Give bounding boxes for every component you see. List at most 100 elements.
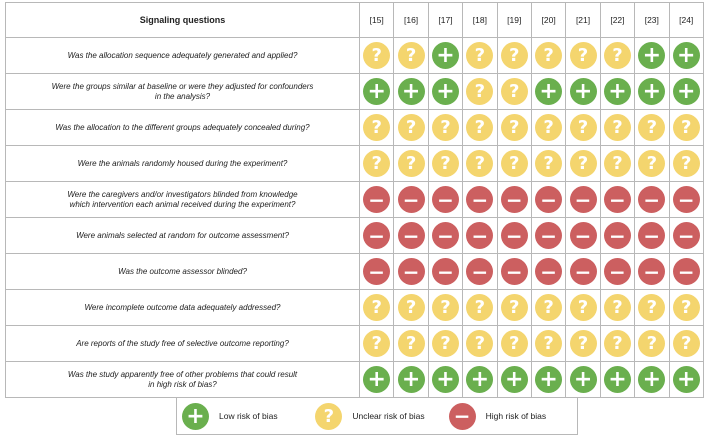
- plus-icon: +: [638, 42, 665, 69]
- study-header: [21]: [566, 3, 600, 38]
- rating-cell: −: [360, 182, 394, 218]
- rating-cell: ?: [360, 290, 394, 326]
- table-row: Was the allocation sequence adequately g…: [6, 38, 704, 74]
- minus-icon: −: [604, 186, 631, 213]
- minus-icon: −: [604, 222, 631, 249]
- signaling-questions-header: Signaling questions: [6, 3, 360, 38]
- rating-cell: ?: [360, 110, 394, 146]
- question-text: which intervention each animal received …: [70, 200, 296, 209]
- rating-cell: ?: [394, 38, 428, 74]
- rating-cell: ?: [600, 290, 634, 326]
- minus-icon: −: [363, 258, 390, 285]
- rating-cell: ?: [394, 110, 428, 146]
- rating-cell: +: [566, 74, 600, 110]
- table-row: Were the animals randomly housed during …: [6, 146, 704, 182]
- legend-label-high: High risk of bias: [486, 411, 546, 421]
- study-header: [18]: [463, 3, 497, 38]
- rating-cell: ?: [566, 146, 600, 182]
- rating-cell: ?: [463, 74, 497, 110]
- rating-cell: +: [463, 362, 497, 398]
- risk-of-bias-table: Signaling questions [15] [16] [17] [18] [19]…: [5, 2, 704, 398]
- study-header: [15]: [360, 3, 394, 38]
- question-icon: ?: [501, 294, 528, 321]
- rating-cell: +: [428, 74, 462, 110]
- question-icon: ?: [535, 150, 562, 177]
- rating-cell: +: [600, 74, 634, 110]
- rating-cell: −: [428, 218, 462, 254]
- rating-cell: ?: [600, 326, 634, 362]
- question-icon: ?: [432, 294, 459, 321]
- legend-item-high: − High risk of bias: [444, 403, 577, 430]
- minus-icon: −: [535, 222, 562, 249]
- plus-icon: +: [638, 78, 665, 105]
- signaling-question: Was the allocation sequence adequately g…: [6, 38, 360, 74]
- rating-cell: ?: [635, 110, 669, 146]
- signaling-question: Was the allocation to the different grou…: [6, 110, 360, 146]
- study-header: [19]: [497, 3, 531, 38]
- rating-cell: −: [394, 218, 428, 254]
- rating-cell: +: [635, 74, 669, 110]
- rating-cell: +: [394, 362, 428, 398]
- minus-icon: −: [432, 186, 459, 213]
- rating-cell: −: [394, 254, 428, 290]
- rating-cell: +: [428, 362, 462, 398]
- rating-cell: +: [635, 38, 669, 74]
- study-header: [23]: [635, 3, 669, 38]
- rating-cell: −: [635, 218, 669, 254]
- rating-cell: ?: [600, 110, 634, 146]
- rating-cell: ?: [428, 290, 462, 326]
- plus-icon: +: [604, 366, 631, 393]
- question-icon: ?: [604, 114, 631, 141]
- question-icon: ?: [570, 150, 597, 177]
- rating-cell: +: [669, 74, 703, 110]
- plus-icon: +: [673, 42, 700, 69]
- question-text: in high risk of bias?: [148, 380, 216, 389]
- rating-cell: ?: [497, 74, 531, 110]
- rating-cell: −: [497, 254, 531, 290]
- rating-cell: ?: [360, 326, 394, 362]
- question-icon: ?: [363, 42, 390, 69]
- question-icon: ?: [638, 114, 665, 141]
- minus-icon: −: [638, 258, 665, 285]
- question-icon: ?: [466, 114, 493, 141]
- question-icon: ?: [466, 294, 493, 321]
- question-icon: ?: [466, 78, 493, 105]
- signaling-question: Are reports of the study free of selecti…: [6, 326, 360, 362]
- rating-cell: +: [360, 362, 394, 398]
- signaling-question: Were incomplete outcome data adequately …: [6, 290, 360, 326]
- question-text: Are reports of the study free of selecti…: [76, 339, 289, 348]
- rating-cell: ?: [635, 326, 669, 362]
- rating-cell: +: [531, 74, 565, 110]
- question-icon: ?: [398, 294, 425, 321]
- rating-cell: −: [360, 218, 394, 254]
- table-row: Was the study apparently free of other p…: [6, 362, 704, 398]
- question-icon: ?: [673, 114, 700, 141]
- rating-cell: ?: [497, 38, 531, 74]
- minus-icon: −: [449, 403, 476, 430]
- plus-icon: +: [432, 366, 459, 393]
- question-icon: ?: [638, 150, 665, 177]
- rating-cell: ?: [531, 290, 565, 326]
- study-header: [16]: [394, 3, 428, 38]
- question-icon: ?: [638, 294, 665, 321]
- plus-icon: +: [363, 78, 390, 105]
- signaling-question: Were the animals randomly housed during …: [6, 146, 360, 182]
- question-icon: ?: [432, 330, 459, 357]
- minus-icon: −: [604, 258, 631, 285]
- rating-cell: −: [600, 218, 634, 254]
- rating-cell: −: [669, 254, 703, 290]
- question-icon: ?: [535, 42, 562, 69]
- question-text: Was the allocation sequence adequately g…: [68, 51, 298, 60]
- question-icon: ?: [604, 42, 631, 69]
- minus-icon: −: [466, 222, 493, 249]
- rating-cell: +: [497, 362, 531, 398]
- plus-icon: +: [432, 78, 459, 105]
- rating-cell: +: [635, 362, 669, 398]
- question-text: Were the groups similar at baseline or w…: [52, 82, 314, 91]
- minus-icon: −: [673, 258, 700, 285]
- rating-cell: +: [394, 74, 428, 110]
- study-header: [20]: [531, 3, 565, 38]
- legend-label-low: Low risk of bias: [219, 411, 278, 421]
- question-icon: ?: [363, 150, 390, 177]
- rating-cell: −: [531, 254, 565, 290]
